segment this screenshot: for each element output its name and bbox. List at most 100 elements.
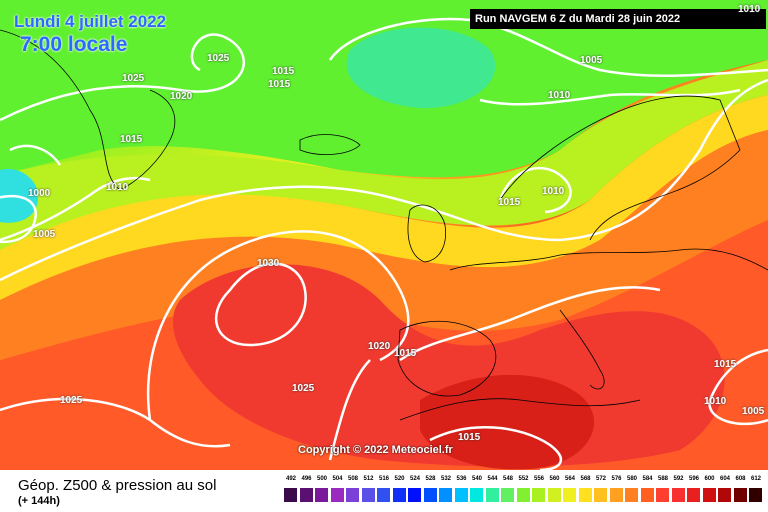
isobar-label: 1015 [498,197,521,208]
legend-label: 548 [502,476,513,482]
legend-label: 524 [409,476,420,482]
isobar-label: 1005 [742,406,765,417]
legend-swatch [687,488,700,502]
isobar-label: 1025 [292,383,315,394]
isobar-label: 1010 [106,182,129,193]
coastline-europe [449,248,768,271]
isobar-line [0,397,231,448]
legend-swatch [594,488,607,502]
isobar-label: 1015 [272,66,295,77]
map-canvas [0,0,768,470]
legend-swatch [470,488,483,502]
legend-label: 544 [487,476,498,482]
legend-swatch [361,488,375,502]
legend-swatch [625,488,638,502]
legend-label: 580 [626,476,637,482]
legend-swatch [454,488,468,502]
isobar-label: 1015 [394,348,417,359]
legend-label: 600 [704,476,715,482]
figure-title: Géop. Z500 & pression au sol [18,477,217,494]
legend-label: 612 [750,476,761,482]
isobar-label: 1005 [33,229,56,240]
legend-swatch [284,488,297,502]
forecast-date: Lundi 4 juillet 2022 [14,12,167,31]
isobar-line [0,78,768,282]
coastline-british-isles [407,204,447,263]
isobar-line [479,88,741,106]
legend-label: 528 [425,476,436,482]
isobar-line [214,262,307,347]
legend-label: 552 [518,476,529,482]
isobar-label: 1020 [170,91,193,102]
coastline-scandinavia [499,95,741,241]
legend-swatch [392,488,406,502]
legend-label: 512 [363,476,374,482]
isobar-label: 1025 [60,395,83,406]
figure-subtitle: (+ 144h) [18,495,60,507]
coastline-greenland [0,29,176,191]
legend-label: 588 [657,476,668,482]
coastline-italy [559,309,605,390]
isobar-line [498,166,572,214]
isobar-line [146,230,410,421]
legend-swatch [532,488,545,502]
z500-yellow-band [0,95,768,300]
legend-swatch [733,488,747,502]
isobar-label: 1030 [257,258,280,269]
legend-label: 520 [394,476,405,482]
isobar-label: 1015 [458,432,481,443]
isobar-label: 1025 [207,53,230,64]
model-run-label: Run NAVGEM 6 Z du Mardi 28 juin 2022 [470,9,766,29]
isobar-label: 1015 [714,359,737,370]
isobar-label: 1015 [120,134,143,145]
isobar-label: 1010 [548,90,571,101]
legend-label: 504 [332,476,343,482]
legend-swatch [408,488,421,502]
footer: Géop. Z500 & pression au sol (+ 144h) 49… [0,470,768,512]
isobar-label: 1010 [738,4,761,15]
isobar-line [0,33,245,122]
isobar-label: 1025 [122,73,145,84]
coastline-north-africa [399,398,641,421]
coastlines [0,29,768,421]
legend-label: 492 [285,476,296,482]
isobar-label: 1010 [542,186,565,197]
coastline-iceland [299,134,361,155]
legend-swatch [330,488,344,502]
legend-label: 516 [378,476,389,482]
legend-label: 596 [688,476,699,482]
legend-label: 560 [549,476,560,482]
legend-label: 564 [564,476,575,482]
isobar-line [328,17,768,78]
legend-label: 532 [440,476,451,482]
legend-swatch [439,488,452,502]
legend-swatch [377,488,390,502]
legend-label: 568 [580,476,591,482]
legend-swatch [609,488,623,502]
legend-swatch [423,488,437,502]
legend-swatch [299,488,313,502]
isobar-line [0,194,38,244]
copyright-label: Copyright © 2022 Meteociel.fr [298,444,453,456]
color-legend: 492 496 500 504 508 512 516 520 524 528 532 536 540 5… [284,476,762,510]
legend-label: 500 [316,476,327,482]
legend-swatch [346,488,359,502]
legend-swatch [671,488,685,502]
isobar-label: 1020 [368,341,391,352]
coastline-iberia [397,320,497,397]
legend-label: 604 [719,476,730,482]
legend-label: 576 [611,476,622,482]
legend-swatch [656,488,669,502]
isobar-line [0,176,151,242]
legend-swatch [578,488,592,502]
isobar-line [328,359,371,461]
isobar-label: 1015 [268,79,291,90]
legend-swatch [749,488,762,502]
legend-swatch [563,488,576,502]
legend-swatch [501,488,514,502]
isobar-line [399,286,661,362]
legend-label: 508 [347,476,358,482]
isobar-label: 1010 [704,396,727,407]
legend-swatch [516,488,530,502]
legend-label: 556 [533,476,544,482]
